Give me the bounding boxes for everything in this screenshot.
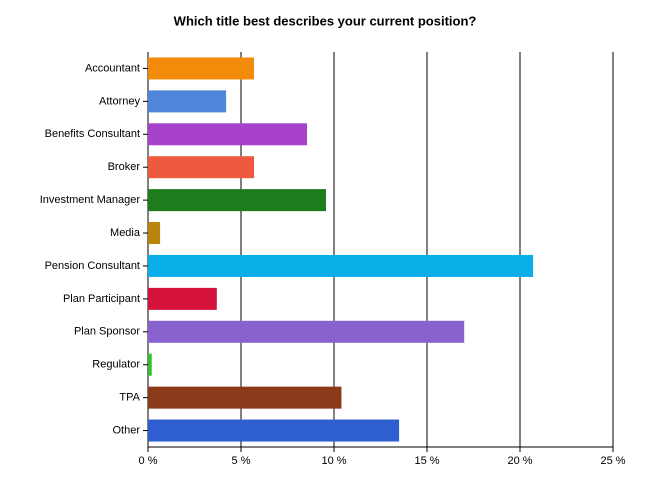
bar bbox=[148, 222, 161, 245]
y-tick-label: TPA bbox=[119, 392, 140, 404]
bar bbox=[148, 156, 255, 179]
x-tick-label: 0 % bbox=[139, 455, 158, 467]
y-tick-label: Media bbox=[110, 227, 141, 239]
x-tick-label: 25 % bbox=[600, 455, 625, 467]
x-tick-label: 10 % bbox=[321, 455, 346, 467]
bar bbox=[148, 320, 465, 343]
y-tick-label: Benefits Consultant bbox=[45, 128, 140, 140]
bar bbox=[148, 386, 342, 409]
y-tick-label: Plan Sponsor bbox=[74, 326, 140, 338]
bar bbox=[148, 123, 308, 146]
y-tick-label: Other bbox=[112, 424, 140, 436]
y-tick-label: Investment Manager bbox=[40, 194, 141, 206]
x-tick-label: 20 % bbox=[507, 455, 532, 467]
bar bbox=[148, 189, 327, 212]
bar bbox=[148, 90, 227, 113]
y-tick-label: Pension Consultant bbox=[45, 260, 140, 272]
y-tick-label: Regulator bbox=[92, 359, 140, 371]
bar bbox=[148, 287, 217, 310]
x-tick-label: 15 % bbox=[414, 455, 439, 467]
y-tick-label: Attorney bbox=[99, 95, 140, 107]
y-tick-label: Broker bbox=[108, 161, 141, 173]
bar bbox=[148, 57, 255, 80]
bar bbox=[148, 419, 400, 442]
x-tick-label: 5 % bbox=[232, 455, 251, 467]
bar bbox=[148, 254, 534, 277]
y-tick-label: Plan Participant bbox=[63, 293, 140, 305]
bar bbox=[148, 353, 152, 376]
chart-title: Which title best describes your current … bbox=[174, 13, 477, 28]
y-tick-label: Accountant bbox=[85, 62, 140, 74]
